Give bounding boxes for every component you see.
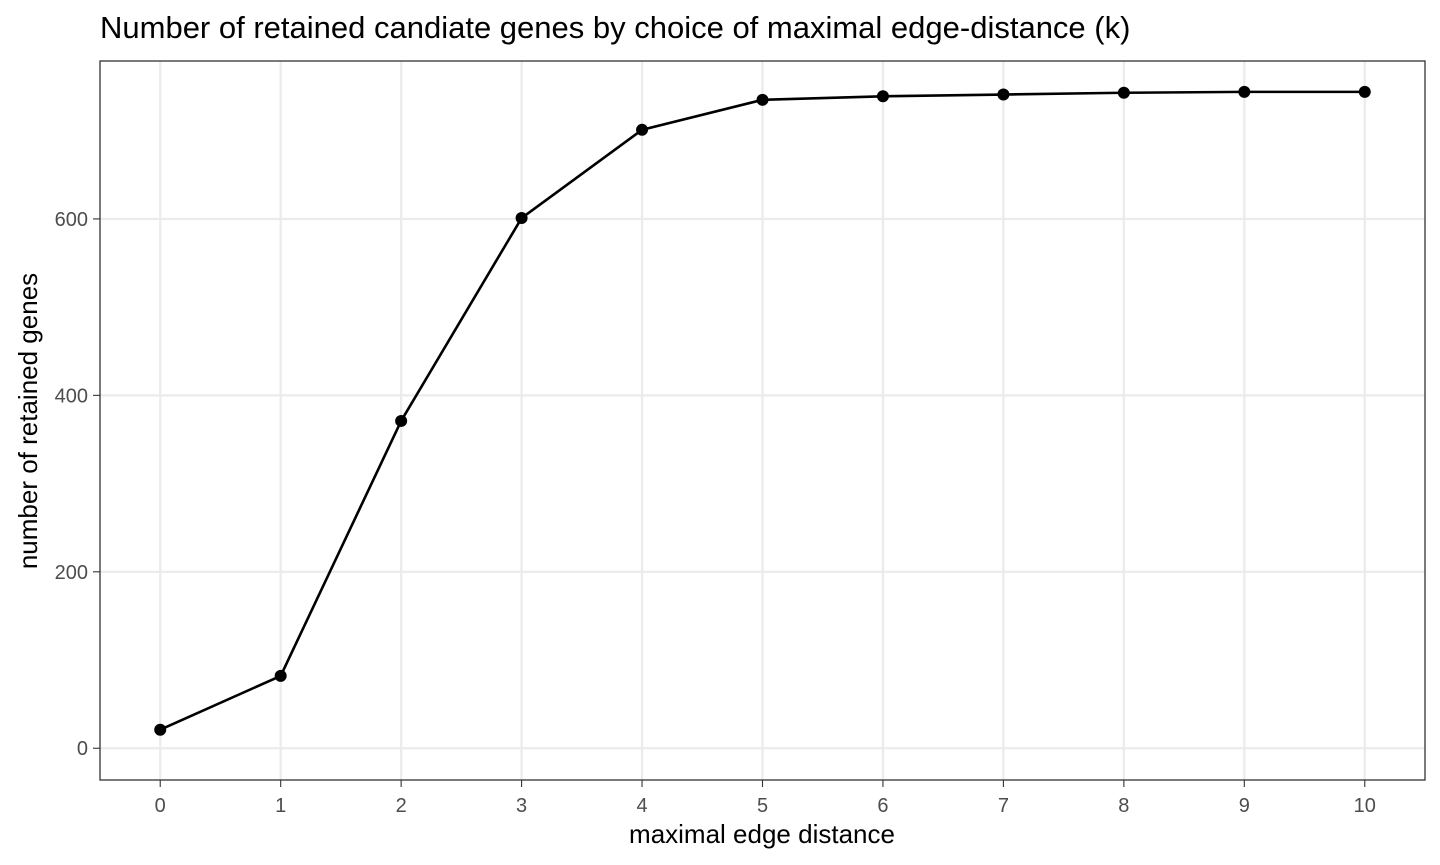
y-axis-title: number of retained genes [13, 273, 43, 569]
x-tick-label: 10 [1354, 795, 1376, 817]
data-point [997, 88, 1010, 101]
data-point [756, 93, 769, 106]
x-tick-label: 0 [155, 795, 166, 817]
x-tick-label: 4 [636, 795, 647, 817]
x-axis: 0 1 2 3 4 5 6 7 8 9 10 [155, 780, 1376, 817]
data-point [274, 669, 287, 682]
x-tick-label: 2 [396, 795, 407, 817]
y-tick-label: 200 [55, 562, 88, 584]
x-axis-title: maximal edge distance [629, 819, 895, 849]
data-point [636, 123, 649, 136]
y-tick-label: 400 [55, 385, 88, 407]
y-axis: 0 200 400 600 [55, 209, 100, 760]
x-tick-label: 5 [757, 795, 768, 817]
data-point [1117, 86, 1130, 99]
data-point [395, 414, 408, 427]
x-tick-label: 9 [1239, 795, 1250, 817]
y-tick-label: 0 [77, 738, 88, 760]
x-tick-label: 7 [998, 795, 1009, 817]
x-tick-label: 8 [1118, 795, 1129, 817]
data-point [1238, 85, 1251, 98]
data-point [1358, 85, 1371, 98]
chart-title: Number of retained candiate genes by cho… [100, 10, 1130, 45]
data-point [154, 723, 167, 736]
x-tick-label: 1 [275, 795, 286, 817]
x-tick-label: 6 [877, 795, 888, 817]
x-gridlines [159, 61, 1366, 780]
series-layer [154, 85, 1371, 736]
x-tick-label: 3 [516, 795, 527, 817]
data-point [876, 90, 889, 103]
y-tick-label: 600 [55, 209, 88, 231]
data-point [515, 212, 528, 225]
